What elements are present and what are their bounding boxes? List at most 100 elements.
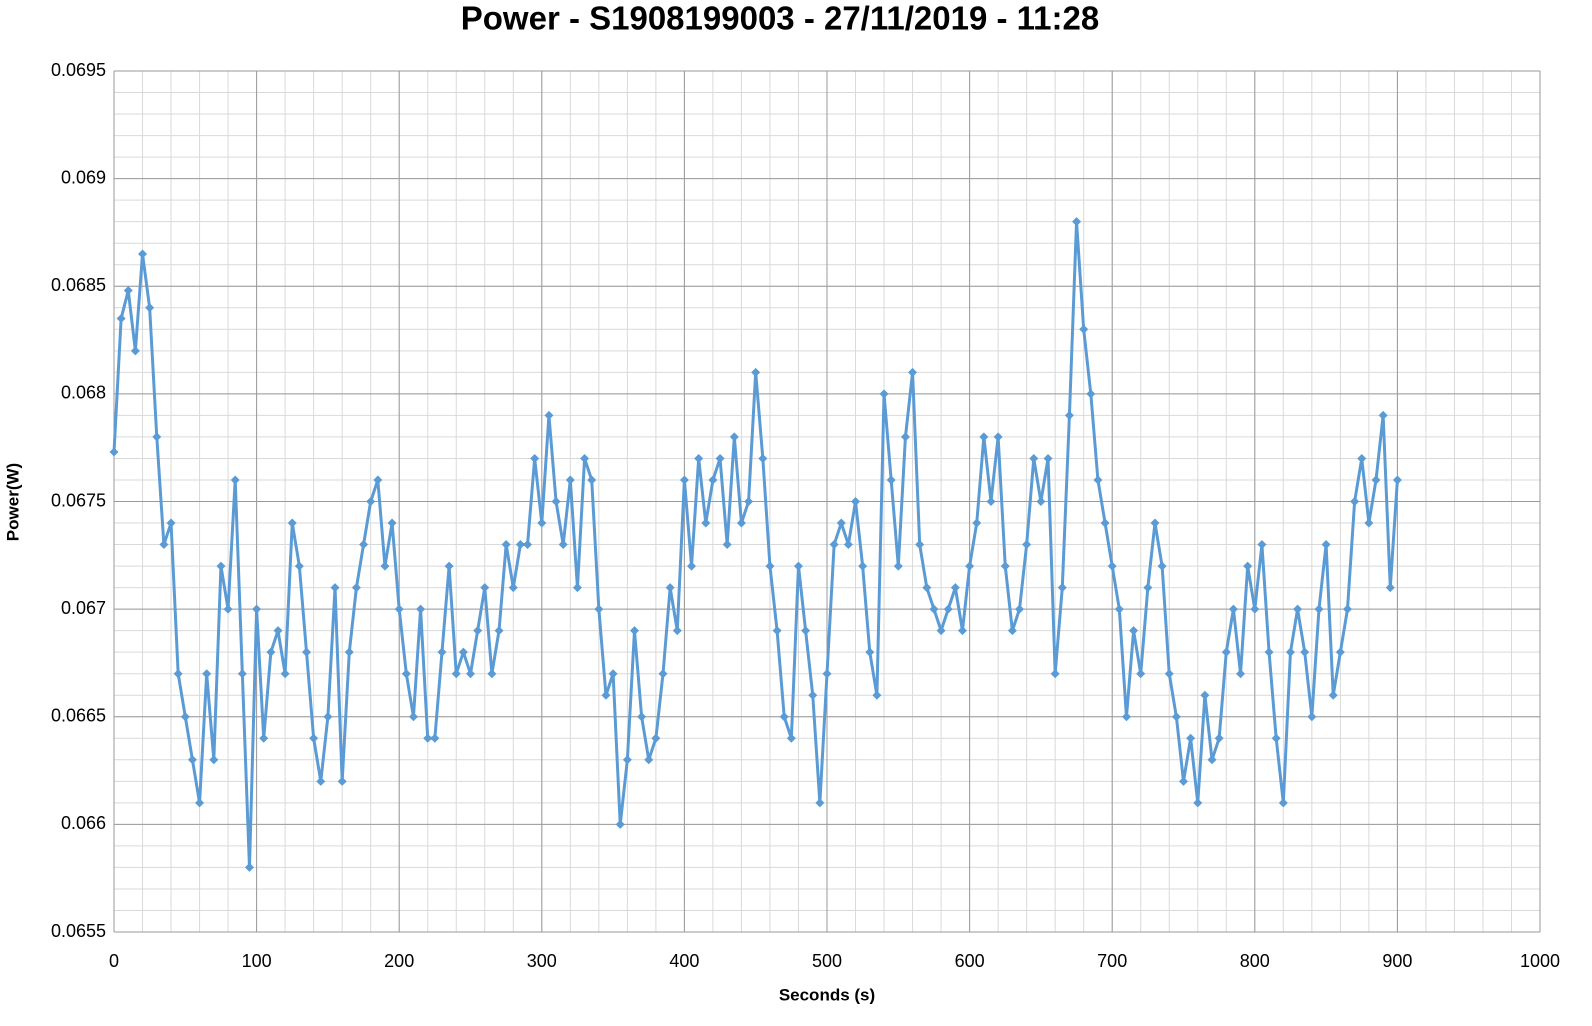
- data-point: [523, 540, 533, 550]
- data-point: [423, 733, 433, 743]
- x-tick-label: 200: [384, 951, 414, 971]
- data-point: [993, 432, 1003, 442]
- data-point: [316, 776, 326, 786]
- x-tick-label: 0: [109, 951, 119, 971]
- data-point: [793, 561, 803, 571]
- data-point: [801, 626, 811, 636]
- data-point: [138, 249, 148, 259]
- data-point: [1029, 453, 1039, 463]
- data-point: [408, 712, 418, 722]
- data-point: [1228, 604, 1238, 614]
- data-point: [237, 669, 247, 679]
- data-point: [587, 475, 597, 485]
- data-point: [950, 583, 960, 593]
- data-point: [330, 583, 340, 593]
- data-point: [1057, 583, 1067, 593]
- data-point: [344, 647, 354, 657]
- data-point: [166, 518, 176, 528]
- data-point: [1364, 518, 1374, 528]
- data-point: [1243, 561, 1253, 571]
- data-point: [1342, 604, 1352, 614]
- data-point: [394, 604, 404, 614]
- data-point: [1250, 604, 1260, 614]
- y-tick-label: 0.0675: [51, 490, 106, 510]
- data-point: [1236, 669, 1246, 679]
- data-point: [858, 561, 868, 571]
- data-point: [202, 669, 212, 679]
- data-point: [629, 626, 639, 636]
- data-point: [822, 669, 832, 679]
- data-point: [1357, 453, 1367, 463]
- data-point: [373, 475, 383, 485]
- y-tick-label: 0.069: [61, 167, 106, 187]
- data-point: [758, 453, 768, 463]
- x-tick-label: 1000: [1520, 951, 1560, 971]
- y-tick-label: 0.066: [61, 813, 106, 833]
- y-tick-label: 0.0665: [51, 706, 106, 726]
- data-point: [180, 712, 190, 722]
- data-point: [1043, 453, 1053, 463]
- data-point: [123, 286, 133, 296]
- x-tick-label: 300: [527, 951, 557, 971]
- y-tick-label: 0.0695: [51, 60, 106, 80]
- data-point: [1143, 583, 1153, 593]
- data-point: [979, 432, 989, 442]
- x-axis-title: Seconds (s): [779, 985, 875, 1004]
- data-point: [936, 626, 946, 636]
- data-point: [515, 540, 525, 550]
- data-point: [1107, 561, 1117, 571]
- data-point: [1385, 583, 1395, 593]
- data-point: [872, 690, 882, 700]
- data-point: [1179, 776, 1188, 786]
- data-point: [1392, 475, 1402, 485]
- data-point: [323, 712, 333, 722]
- data-point: [765, 561, 775, 571]
- data-point: [494, 626, 504, 636]
- data-point: [572, 583, 582, 593]
- data-point: [508, 583, 518, 593]
- data-point: [679, 475, 689, 485]
- data-point: [430, 733, 440, 743]
- data-point: [893, 561, 903, 571]
- y-axis-title: Power(W): [3, 463, 22, 541]
- data-point: [1193, 798, 1203, 808]
- data-point: [1086, 389, 1096, 399]
- data-point: [1264, 647, 1274, 657]
- data-point: [829, 540, 839, 550]
- y-tick-label: 0.0655: [51, 921, 106, 941]
- data-point: [1271, 733, 1281, 743]
- data-point: [458, 647, 468, 657]
- data-point: [145, 303, 155, 313]
- data-point: [865, 647, 875, 657]
- data-point: [209, 755, 219, 765]
- x-tick-label: 600: [955, 951, 985, 971]
- data-point: [537, 518, 547, 528]
- data-point: [152, 432, 162, 442]
- data-point: [244, 862, 254, 872]
- data-point: [366, 497, 376, 506]
- data-point: [1378, 410, 1388, 420]
- data-point: [929, 604, 939, 614]
- data-point: [1207, 755, 1217, 765]
- data-point: [1307, 712, 1317, 722]
- data-point: [687, 561, 697, 571]
- data-point: [615, 819, 625, 829]
- data-point: [466, 669, 475, 679]
- data-point: [287, 518, 297, 528]
- data-point: [1000, 561, 1010, 571]
- data-point: [130, 346, 140, 356]
- data-point: [437, 647, 447, 657]
- data-point: [1257, 540, 1267, 550]
- data-point: [1100, 518, 1110, 528]
- data-point: [302, 647, 312, 657]
- data-point: [109, 447, 119, 457]
- data-point: [580, 453, 590, 463]
- data-point: [729, 432, 739, 442]
- y-tick-label: 0.068: [61, 383, 106, 403]
- data-point: [1171, 712, 1181, 722]
- y-tick-label: 0.0685: [51, 275, 106, 295]
- data-point: [230, 475, 240, 485]
- data-point: [972, 518, 982, 528]
- x-tick-label: 700: [1097, 951, 1127, 971]
- data-point: [701, 518, 711, 528]
